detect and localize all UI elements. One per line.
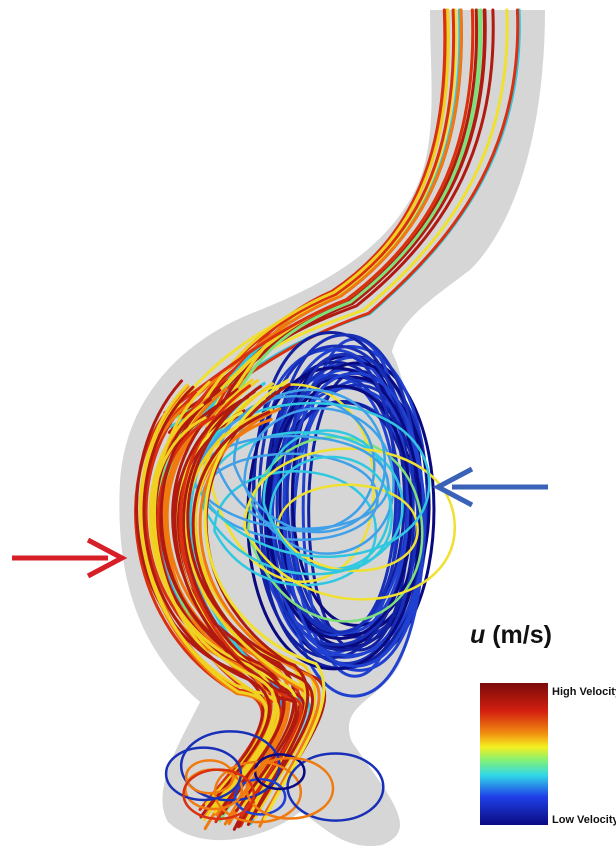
blue-arrow: [438, 469, 548, 505]
low-label: Low Velocity: [552, 814, 616, 826]
red-arrow: [12, 540, 122, 576]
high-label: High Velocity: [552, 686, 616, 698]
figure: u (m/s) High Velocity Low Velocity: [0, 0, 616, 854]
colorbar: [480, 683, 548, 825]
legend-unit: (m/s): [492, 621, 552, 649]
legend-symbol: u: [470, 621, 485, 649]
legend-title: u (m/s): [470, 621, 552, 649]
